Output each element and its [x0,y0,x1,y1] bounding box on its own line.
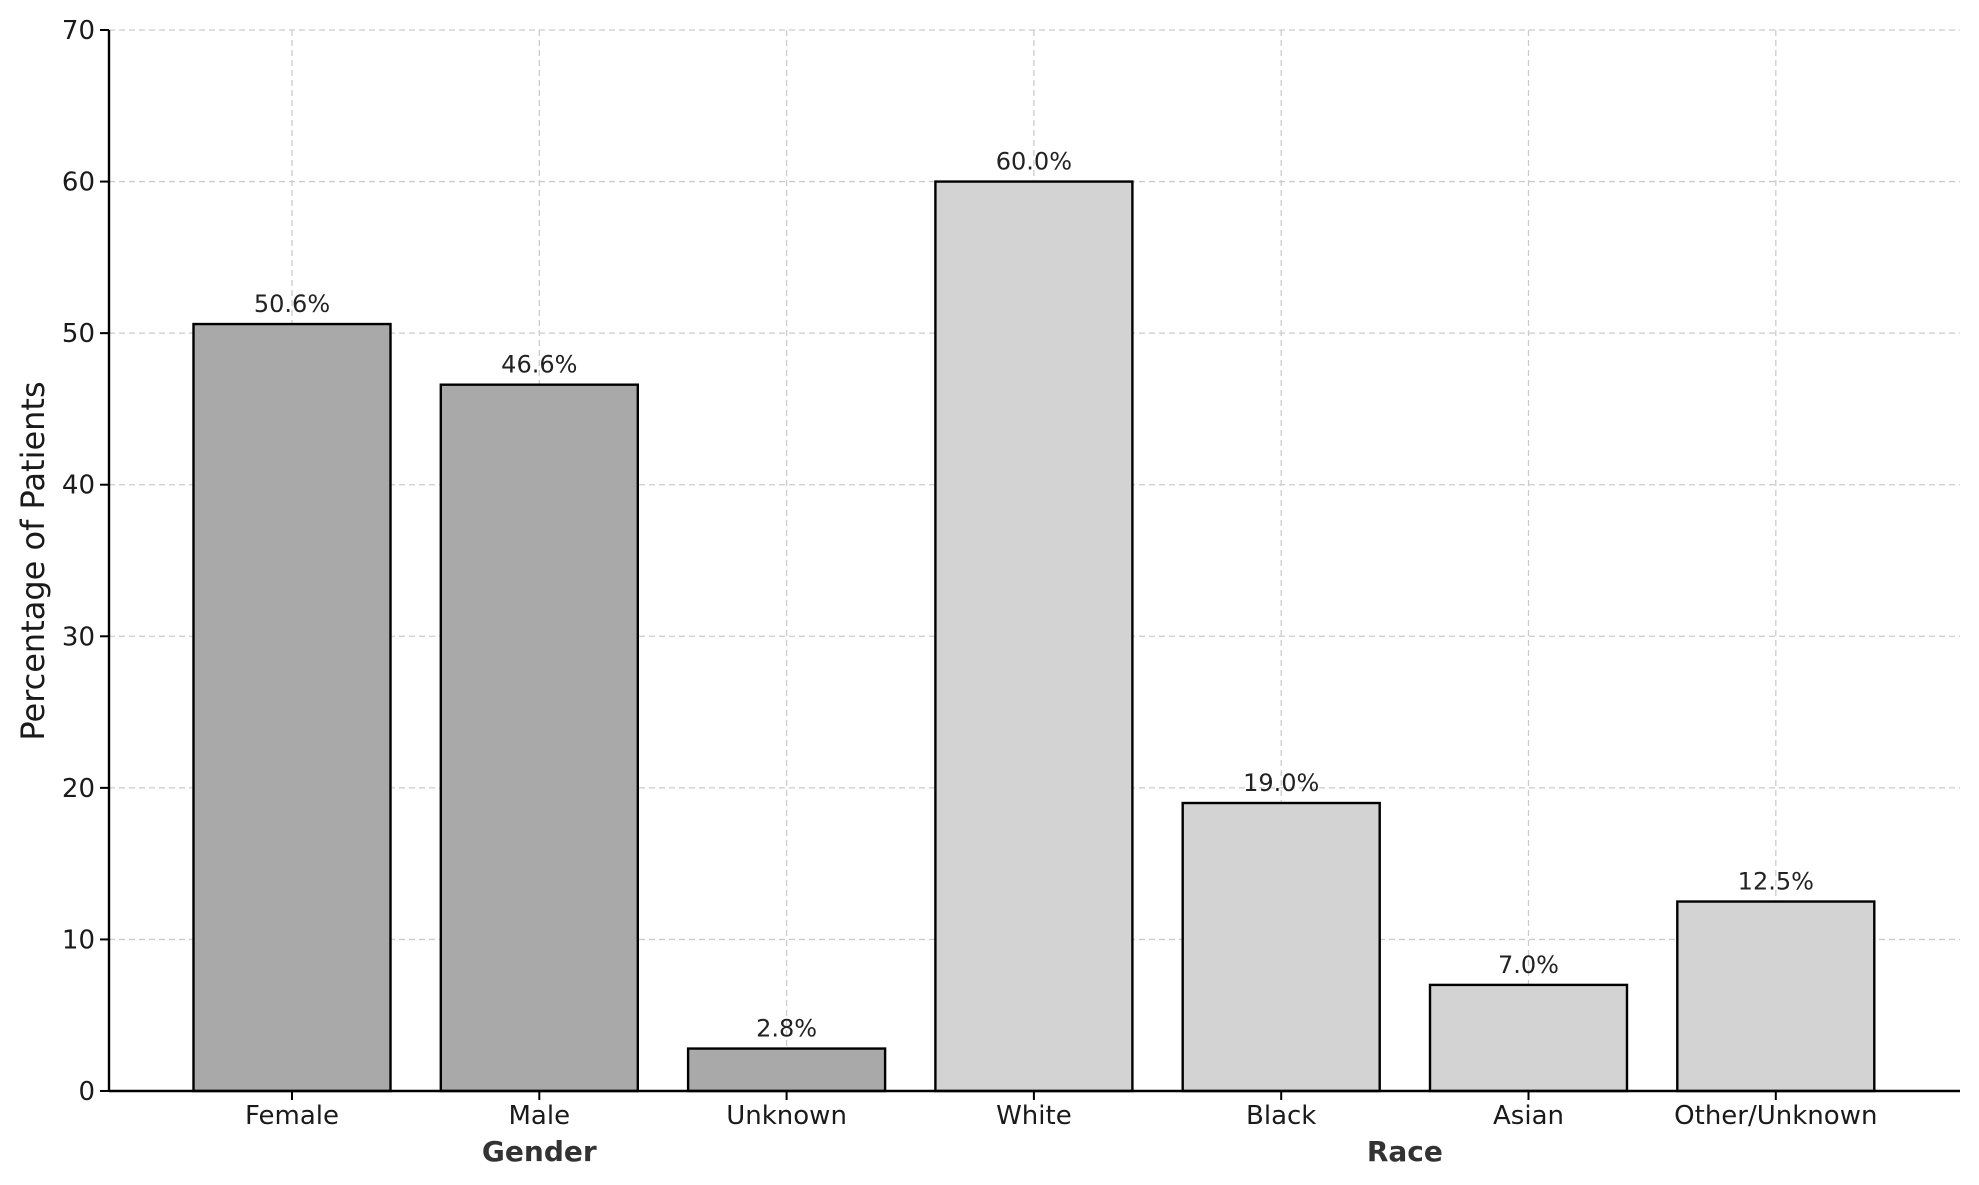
y-axis-label: Percentage of Patients [14,381,52,740]
y-tick-label: 10 [62,925,95,955]
data-label: 7.0% [1498,951,1559,979]
bar-black [1181,801,1381,1093]
data-labels: 50.6% 46.6% 2.8% 60.0% 19.0% 7.0% 12.5% [254,148,1814,1043]
group-label-race: Race [1367,1135,1443,1168]
x-tick-label: Male [509,1101,571,1131]
bar-male [439,383,639,1093]
y-tick-label: 0 [78,1077,95,1107]
y-tick-label: 50 [62,319,95,349]
group-labels: Gender Race [482,1135,1443,1168]
data-label: 46.6% [501,351,577,379]
y-tick-label: 20 [62,774,95,804]
data-label: 19.0% [1243,769,1319,797]
x-tick-label: White [996,1101,1072,1131]
data-label: 12.5% [1738,868,1814,896]
y-tick-label: 70 [62,16,95,46]
data-label: 50.6% [254,290,330,318]
bar-other-unknown [1676,900,1876,1093]
x-tick-label: Black [1246,1101,1316,1131]
x-tick-label: Female [245,1101,339,1131]
y-tick-label: 40 [62,471,95,501]
y-tick-label: 60 [62,168,95,198]
bars [192,180,1876,1093]
bar-unknown [686,1047,887,1093]
x-tick-label: Other/Unknown [1674,1101,1877,1131]
data-label: 60.0% [996,148,1072,176]
bar-white [934,180,1134,1093]
x-tick-label: Asian [1493,1101,1564,1131]
x-ticks: Female Male Unknown White Black Asian Other/Un… [245,1091,1877,1131]
y-tick-label: 30 [62,622,95,652]
group-label-gender: Gender [482,1135,597,1168]
y-ticks: 0 10 20 30 40 50 60 70 [62,16,109,1107]
bar-female [192,322,392,1093]
bar-asian [1428,983,1629,1093]
data-label: 2.8% [756,1015,817,1043]
x-tick-label: Unknown [726,1101,847,1131]
